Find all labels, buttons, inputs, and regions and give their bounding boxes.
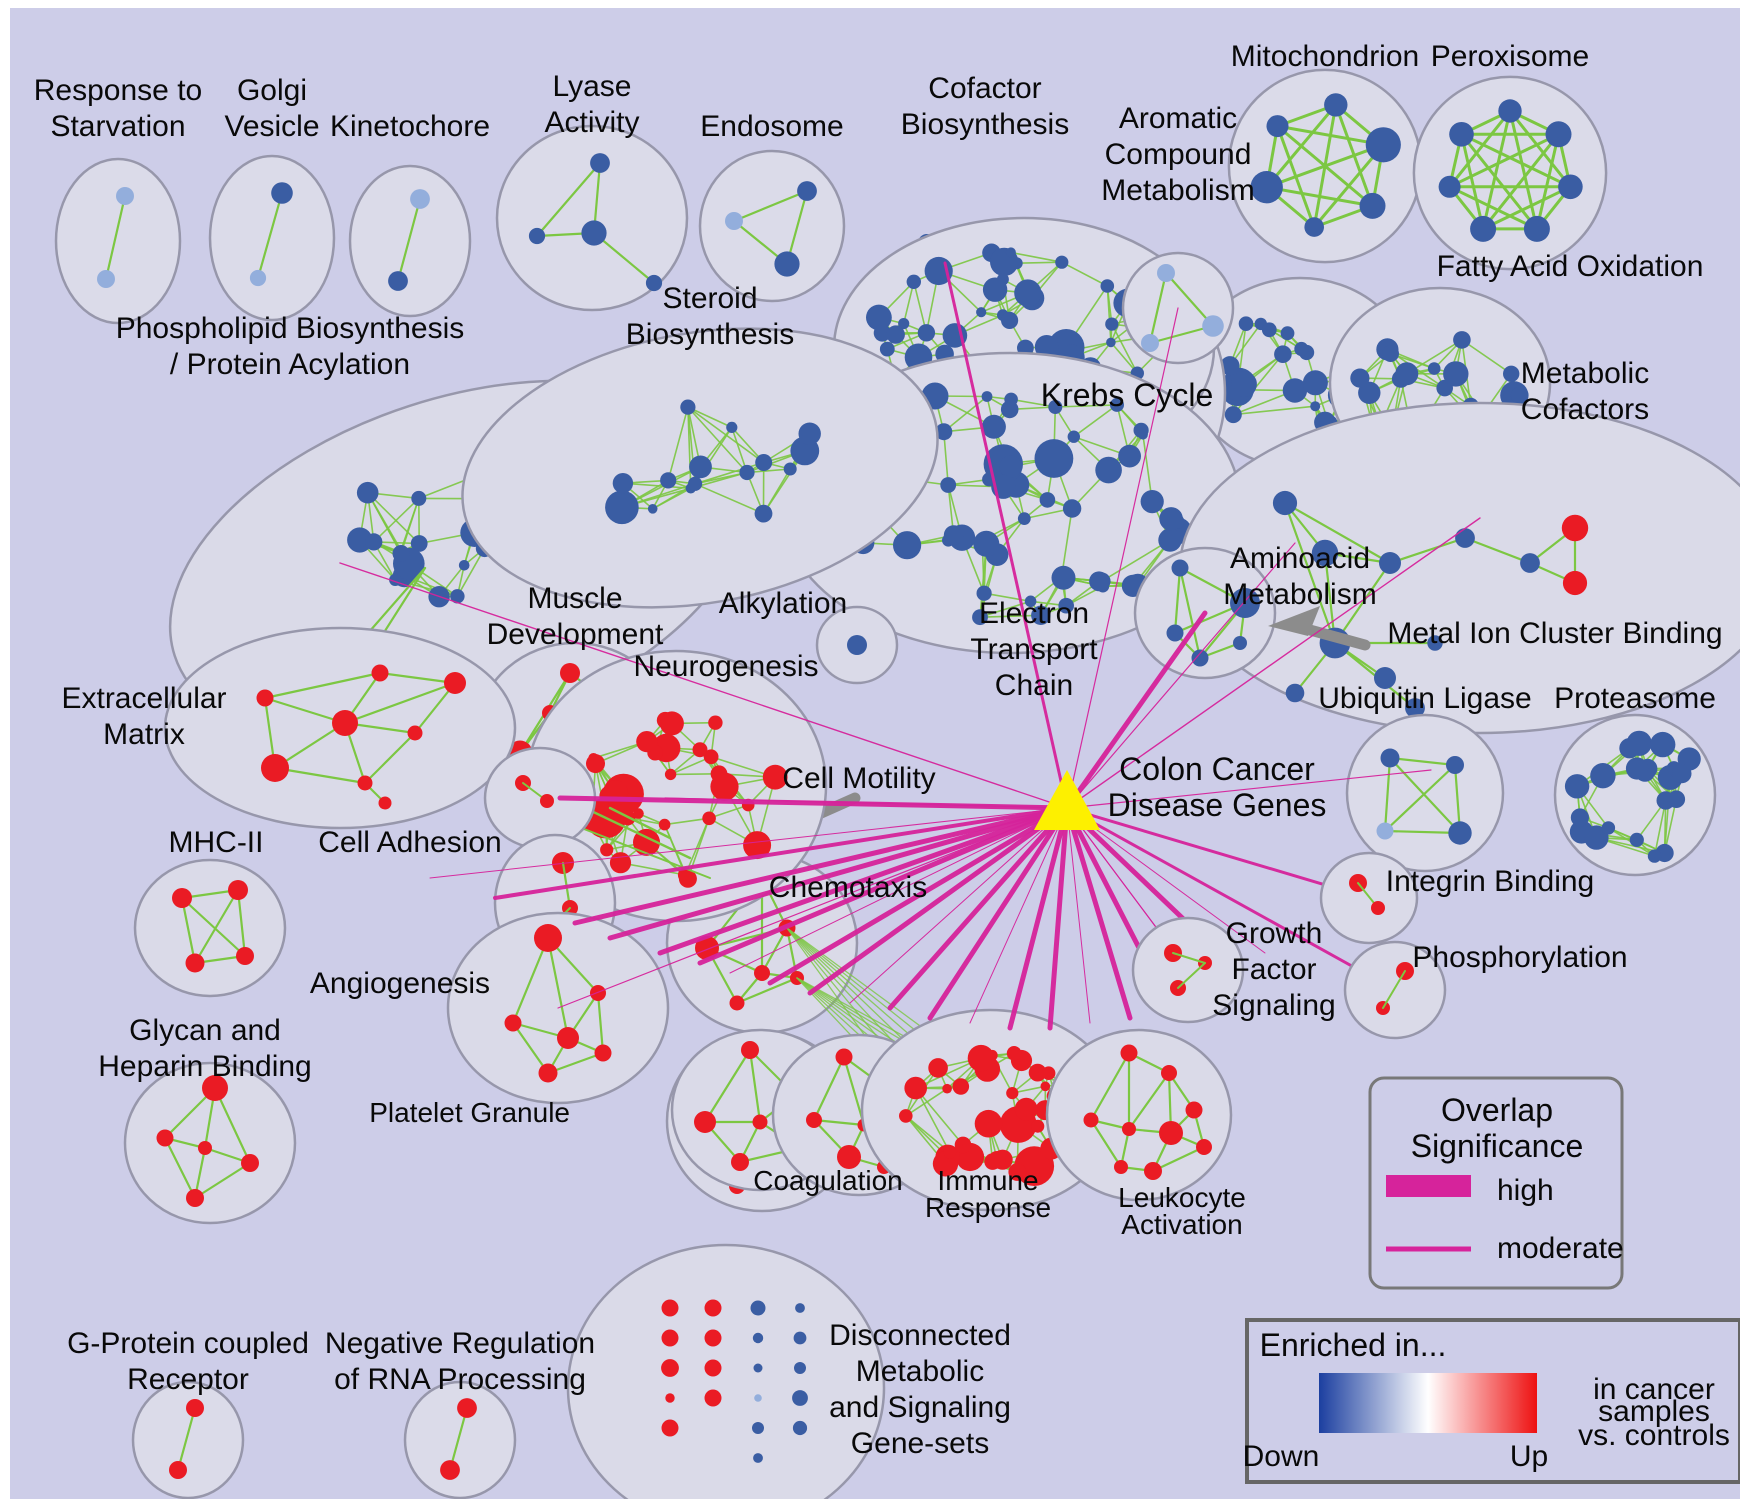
svg-text:Starvation: Starvation	[50, 110, 185, 143]
svg-text:Down: Down	[1243, 1440, 1320, 1473]
svg-text:Golgi: Golgi	[237, 74, 307, 107]
svg-text:Electron: Electron	[979, 597, 1089, 630]
svg-text:Phosphorylation: Phosphorylation	[1412, 941, 1627, 974]
svg-text:Lyase: Lyase	[553, 70, 632, 103]
svg-text:Compound: Compound	[1105, 138, 1252, 171]
svg-text:Cell Adhesion: Cell Adhesion	[318, 826, 501, 859]
svg-text:Glycan and: Glycan and	[129, 1014, 281, 1047]
svg-text:Overlap: Overlap	[1441, 1092, 1553, 1128]
svg-text:Muscle: Muscle	[527, 582, 622, 615]
svg-text:Cell Motility: Cell Motility	[782, 762, 935, 795]
svg-text:Biosynthesis: Biosynthesis	[901, 108, 1069, 141]
svg-text:Response: Response	[925, 1192, 1051, 1223]
svg-text:Response to: Response to	[34, 74, 202, 107]
svg-text:/ Protein Acylation: / Protein Acylation	[170, 348, 410, 381]
svg-text:Up: Up	[1510, 1440, 1548, 1473]
svg-text:MHC-II: MHC-II	[169, 826, 264, 859]
svg-text:moderate: moderate	[1497, 1232, 1624, 1265]
svg-text:Disconnected: Disconnected	[829, 1319, 1011, 1352]
svg-text:Angiogenesis: Angiogenesis	[310, 967, 490, 1000]
svg-text:G-Protein coupled: G-Protein coupled	[67, 1327, 309, 1360]
svg-text:of RNA Processing: of RNA Processing	[334, 1363, 586, 1396]
svg-text:Steroid: Steroid	[662, 282, 757, 315]
svg-text:vs. controls: vs. controls	[1578, 1419, 1730, 1452]
svg-text:Aromatic: Aromatic	[1119, 102, 1237, 135]
svg-text:Neurogenesis: Neurogenesis	[633, 650, 818, 683]
svg-text:Fatty Acid Oxidation: Fatty Acid Oxidation	[1437, 250, 1704, 283]
svg-text:Heparin Binding: Heparin Binding	[98, 1050, 311, 1083]
svg-text:Activation: Activation	[1121, 1209, 1242, 1240]
svg-text:Transport: Transport	[970, 633, 1098, 666]
svg-text:Chemotaxis: Chemotaxis	[769, 871, 927, 904]
svg-text:Development: Development	[487, 618, 664, 651]
svg-text:Cofactor: Cofactor	[928, 72, 1041, 105]
svg-text:Integrin Binding: Integrin Binding	[1386, 865, 1594, 898]
svg-text:Aminoacid: Aminoacid	[1230, 542, 1370, 575]
svg-text:Receptor: Receptor	[127, 1363, 249, 1396]
svg-text:Metabolic: Metabolic	[856, 1355, 984, 1388]
svg-text:Ubiquitin Ligase: Ubiquitin Ligase	[1318, 682, 1531, 715]
svg-text:Metabolic: Metabolic	[1521, 357, 1649, 390]
svg-text:and Signaling: and Signaling	[829, 1391, 1011, 1424]
svg-text:Mitochondrion: Mitochondrion	[1231, 40, 1419, 73]
svg-text:Colon Cancer: Colon Cancer	[1119, 751, 1315, 787]
svg-text:Signaling: Signaling	[1212, 989, 1335, 1022]
svg-text:Negative Regulation: Negative Regulation	[325, 1327, 595, 1360]
svg-text:Growth: Growth	[1226, 917, 1323, 950]
svg-text:Coagulation: Coagulation	[753, 1165, 902, 1196]
svg-text:Enriched in...: Enriched in...	[1260, 1327, 1447, 1363]
svg-text:Proteasome: Proteasome	[1554, 682, 1716, 715]
svg-text:Platelet Granule: Platelet Granule	[369, 1097, 570, 1128]
svg-text:Extracellular: Extracellular	[61, 682, 226, 715]
svg-text:Phospholipid Biosynthesis: Phospholipid Biosynthesis	[116, 312, 465, 345]
svg-text:Vesicle: Vesicle	[224, 110, 319, 143]
svg-text:Significance: Significance	[1411, 1128, 1584, 1164]
svg-text:Kinetochore: Kinetochore	[330, 110, 490, 143]
svg-text:Chain: Chain	[995, 669, 1073, 702]
svg-text:Disease Genes: Disease Genes	[1108, 787, 1327, 823]
svg-text:Alkylation: Alkylation	[719, 587, 847, 620]
svg-text:Peroxisome: Peroxisome	[1431, 40, 1589, 73]
svg-text:Gene-sets: Gene-sets	[851, 1427, 989, 1460]
svg-text:Activity: Activity	[544, 106, 639, 139]
svg-text:Metabolism: Metabolism	[1101, 174, 1254, 207]
svg-text:Biosynthesis: Biosynthesis	[626, 318, 794, 351]
svg-text:Metabolism: Metabolism	[1223, 578, 1376, 611]
svg-text:Endosome: Endosome	[700, 110, 843, 143]
svg-text:Krebs Cycle: Krebs Cycle	[1041, 377, 1214, 413]
svg-text:Factor: Factor	[1231, 953, 1316, 986]
svg-text:Cofactors: Cofactors	[1521, 393, 1649, 426]
svg-text:high: high	[1497, 1174, 1554, 1207]
svg-text:Metal Ion Cluster Binding: Metal Ion Cluster Binding	[1387, 617, 1722, 650]
svg-text:Matrix: Matrix	[103, 718, 185, 751]
